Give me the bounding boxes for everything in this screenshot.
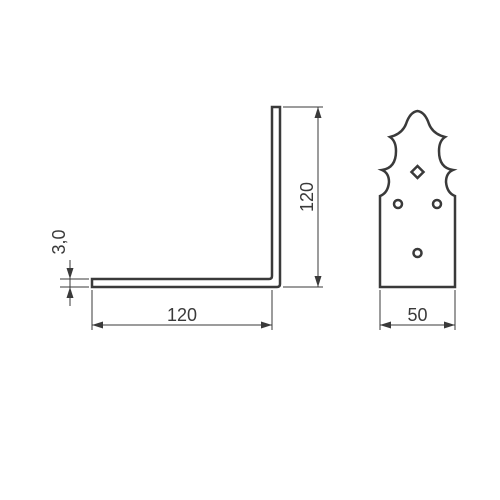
bracket-outline <box>380 111 455 287</box>
dim-width-50: 50 <box>380 290 455 330</box>
angle-side-view <box>92 107 280 287</box>
technical-drawing: 120 120 3,0 50 <box>0 0 500 500</box>
dim-label: 120 <box>297 182 317 212</box>
bracket-front-view <box>380 111 455 287</box>
dim-label: 120 <box>167 305 197 325</box>
hole-top-right <box>433 200 441 208</box>
dim-vertical-120: 120 <box>283 107 323 287</box>
dim-label: 3,0 <box>49 229 69 254</box>
hole-top-left <box>394 200 402 208</box>
dim-horizontal-120: 120 <box>92 290 272 330</box>
angle-outline <box>92 107 280 287</box>
dim-label: 50 <box>407 305 427 325</box>
dim-thickness-3: 3,0 <box>49 229 89 306</box>
hole-bottom <box>414 249 422 257</box>
diamond-hole <box>412 166 424 178</box>
